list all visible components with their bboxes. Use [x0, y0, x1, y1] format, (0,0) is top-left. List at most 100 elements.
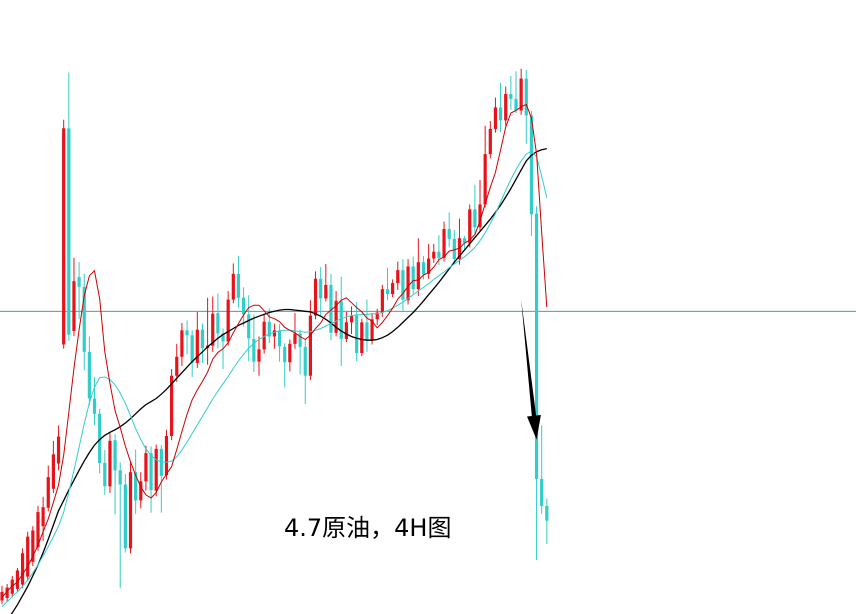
- candle-body-down: [113, 440, 117, 471]
- candle-body-up: [483, 154, 487, 205]
- candle-body-up: [56, 436, 61, 464]
- candle-body-up: [31, 530, 35, 562]
- candle-body-up: [442, 229, 446, 258]
- chart-caption: 4.7原油，4H图: [284, 514, 452, 542]
- candle-body-down: [545, 505, 549, 521]
- candle-body-up: [62, 128, 66, 345]
- candle-body-up: [72, 281, 76, 331]
- candle-body-down: [473, 209, 477, 228]
- candle-body-up: [5, 587, 9, 599]
- candle-body-up: [349, 315, 354, 323]
- candle-body-up: [15, 570, 20, 589]
- candle-body-down: [252, 338, 256, 362]
- candle-body-down: [534, 213, 539, 479]
- candle-body-down: [411, 266, 415, 290]
- candle-body-up: [308, 315, 312, 376]
- candle-body-up: [144, 453, 148, 482]
- candle-body-down: [241, 297, 246, 315]
- moving-average-fast-line: [1, 103, 548, 598]
- moving-average-slow-line: [10, 147, 547, 614]
- candle-body-up: [211, 313, 215, 346]
- candle-body-up: [195, 329, 199, 363]
- candle-body-up: [262, 321, 266, 350]
- candle-body-down: [277, 330, 282, 347]
- candle-body-down: [303, 346, 307, 376]
- candle-body-up: [334, 300, 338, 333]
- candle-body-up: [175, 356, 179, 376]
- candle-body-down: [509, 93, 513, 99]
- candle-body-down: [355, 315, 359, 354]
- candle-body-up: [108, 440, 112, 487]
- candle-body-down: [298, 333, 302, 347]
- candle-body-down: [92, 398, 97, 414]
- candle-body-up: [324, 284, 328, 299]
- candle-body-down: [529, 115, 534, 215]
- candle-body-down: [540, 478, 544, 506]
- candle-body-up: [457, 238, 462, 260]
- candle-body-down: [87, 351, 91, 399]
- candle-body-down: [98, 413, 102, 463]
- candle-body-up: [51, 454, 55, 489]
- down-arrow-annotation: [521, 299, 541, 440]
- candle-body-up: [468, 209, 472, 244]
- candle-body-down: [514, 98, 518, 111]
- moving-average-mid-line: [1, 150, 548, 607]
- candle-body-down: [123, 484, 127, 549]
- candle-body-up: [154, 448, 158, 491]
- candle-body-down: [498, 107, 503, 121]
- candle-body-up: [406, 266, 410, 301]
- candle-body-up: [375, 312, 379, 320]
- candle-body-down: [421, 262, 426, 275]
- candle-body-up: [36, 512, 40, 548]
- candle-body-down: [185, 330, 189, 336]
- candle-body-down: [524, 78, 528, 116]
- candle-body-up: [370, 319, 374, 341]
- candle-body-up: [10, 579, 14, 594]
- candle-body-down: [236, 273, 241, 298]
- candle-body-up: [391, 283, 395, 295]
- candle-body-up: [519, 78, 523, 111]
- candle-body-down: [77, 276, 81, 287]
- candle-body-down: [67, 128, 71, 335]
- candle-body-down: [82, 286, 86, 352]
- candle-body-up: [416, 262, 420, 290]
- candle-body-up: [272, 330, 277, 337]
- candle-body-down: [319, 278, 323, 299]
- candle-body-up: [504, 93, 508, 121]
- candle-body-down: [190, 335, 194, 363]
- candle-body-down: [385, 289, 390, 295]
- candle-body-up: [396, 270, 400, 284]
- candle-body-up: [170, 375, 174, 436]
- candle-body-down: [247, 314, 251, 339]
- candle-body-down: [159, 448, 163, 476]
- candle-body-down: [221, 333, 225, 342]
- candle-body-down: [134, 472, 138, 501]
- candle-body-up: [20, 553, 25, 585]
- candle-body-up: [380, 289, 384, 313]
- candle-body-down: [267, 321, 271, 337]
- candle-body-down: [149, 453, 153, 490]
- candle-body-down: [401, 270, 405, 300]
- candle-body-up: [0, 591, 4, 601]
- candle-body-down: [329, 284, 333, 333]
- candle-body-up: [313, 278, 318, 316]
- candle-body-down: [200, 329, 205, 349]
- candle-body-up: [139, 481, 143, 501]
- candlestick-series: [0, 68, 549, 605]
- candle-body-up: [180, 330, 184, 357]
- candle-body-up: [164, 435, 169, 476]
- candle-body-up: [360, 322, 364, 354]
- candle-body-down: [452, 238, 456, 260]
- candle-body-down: [283, 346, 287, 363]
- candle-body-up: [26, 536, 30, 577]
- candle-body-up: [257, 349, 261, 362]
- candle-body-up: [427, 258, 431, 274]
- candle-body-up: [231, 273, 235, 300]
- candle-body-down: [365, 322, 369, 341]
- candle-body-up: [432, 251, 436, 259]
- candle-body-down: [437, 251, 441, 258]
- candle-body-up: [41, 507, 45, 527]
- candle-body-down: [216, 313, 220, 334]
- candle-body-up: [344, 322, 348, 339]
